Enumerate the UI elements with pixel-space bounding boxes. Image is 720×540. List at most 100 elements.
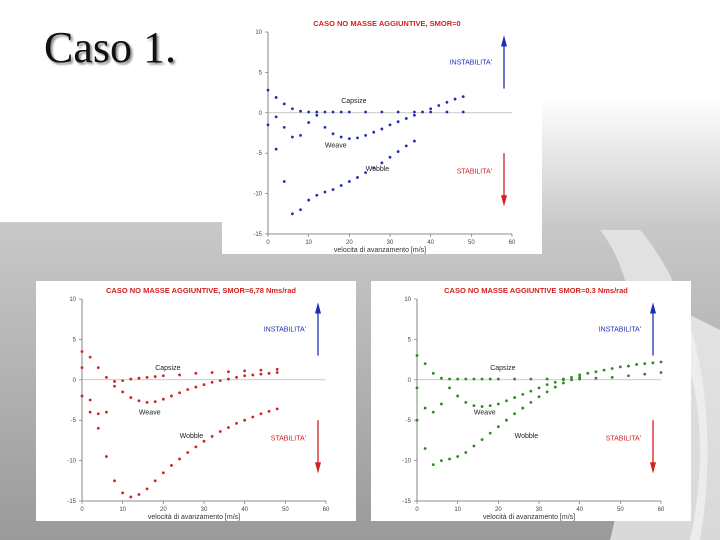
data-point-capsize bbox=[594, 376, 598, 380]
data-point-weave bbox=[488, 404, 492, 408]
label-stability: STABILITA' bbox=[271, 435, 306, 442]
data-point-weave bbox=[121, 390, 125, 394]
data-point-wobble bbox=[121, 491, 125, 495]
data-point-weave bbox=[529, 389, 533, 393]
data-point-weave bbox=[437, 104, 441, 107]
chart-panel-bottom-left: CASO NO MASSE AGGIUNTIVE, SMOR=6,78 Nms/… bbox=[36, 281, 356, 521]
data-point-capsize bbox=[396, 110, 400, 114]
data-point-wobble bbox=[266, 123, 270, 127]
data-point-capsize bbox=[121, 379, 125, 383]
y-tick-label: 0 bbox=[408, 378, 412, 384]
data-point-weave bbox=[364, 134, 367, 137]
data-point-weave bbox=[431, 410, 435, 414]
data-point-weave bbox=[643, 362, 647, 366]
data-point-capsize bbox=[445, 110, 449, 114]
data-point-wobble bbox=[267, 409, 271, 413]
data-point-weave bbox=[356, 136, 359, 140]
label-capsize: Capsize bbox=[490, 365, 515, 372]
data-point-capsize bbox=[429, 110, 433, 114]
data-point-weave bbox=[505, 399, 508, 403]
data-point-weave bbox=[323, 125, 327, 129]
data-point-capsize bbox=[259, 368, 263, 372]
label-stability: STABILITA' bbox=[457, 168, 492, 175]
data-point-weave bbox=[202, 383, 206, 387]
data-point-weave bbox=[170, 394, 173, 398]
label-stability: STABILITA' bbox=[606, 435, 641, 442]
data-point-weave bbox=[251, 373, 255, 377]
data-point-capsize bbox=[415, 354, 419, 357]
data-point-capsize bbox=[545, 377, 549, 381]
arrow-down-head-icon bbox=[315, 462, 321, 474]
data-point-wobble bbox=[259, 412, 263, 416]
data-point-weave bbox=[570, 375, 573, 379]
data-point-weave bbox=[88, 410, 92, 414]
data-point-wobble bbox=[275, 407, 279, 411]
data-point-wobble bbox=[415, 418, 419, 422]
data-point-wobble bbox=[505, 418, 508, 422]
y-tick-label: 10 bbox=[69, 297, 76, 303]
data-point-wobble bbox=[274, 147, 278, 151]
chart-smor-0-3: CASO NO MASSE AGGIUNTIVE SMOR=0.3 Nms/ra… bbox=[402, 286, 665, 521]
data-point-wobble bbox=[323, 190, 327, 194]
data-point-wobble bbox=[364, 171, 367, 174]
data-point-weave bbox=[472, 404, 476, 408]
y-tick-label: 0 bbox=[73, 378, 77, 384]
data-point-capsize bbox=[227, 370, 230, 374]
data-point-wobble bbox=[529, 401, 533, 404]
data-point-capsize bbox=[513, 377, 516, 381]
data-point-weave bbox=[445, 100, 449, 104]
data-point-wobble bbox=[113, 479, 116, 483]
data-point-capsize bbox=[331, 110, 335, 114]
data-point-capsize bbox=[464, 377, 468, 381]
label-capsize: Capsize bbox=[341, 98, 366, 105]
data-point-weave bbox=[421, 110, 424, 114]
data-point-weave bbox=[307, 121, 311, 124]
data-point-wobble bbox=[423, 447, 427, 450]
data-point-wobble bbox=[243, 418, 247, 422]
data-point-capsize bbox=[274, 96, 278, 99]
data-point-capsize bbox=[80, 350, 84, 353]
data-point-wobble bbox=[496, 425, 500, 429]
data-point-weave bbox=[299, 134, 302, 137]
data-point-capsize bbox=[194, 371, 198, 375]
data-point-capsize bbox=[266, 88, 270, 92]
data-point-capsize bbox=[105, 375, 108, 379]
arrow-up-head-icon bbox=[501, 35, 507, 47]
y-tick-label: -15 bbox=[402, 499, 411, 505]
label-wobble: Wobble bbox=[366, 166, 390, 173]
data-point-capsize bbox=[275, 367, 279, 371]
chart-title: CASO NO MASSE AGGIUNTIVE, SMOR=6,78 Nms/… bbox=[106, 286, 296, 295]
data-point-wobble bbox=[145, 487, 149, 491]
data-point-wobble bbox=[210, 434, 214, 438]
data-point-weave bbox=[440, 402, 443, 406]
data-point-wobble bbox=[372, 166, 376, 170]
data-point-capsize bbox=[423, 362, 427, 366]
label-wobble: Wobble bbox=[180, 433, 204, 440]
data-point-capsize bbox=[137, 376, 141, 380]
x-tick-label: 20 bbox=[495, 507, 502, 513]
label-wobble: Wobble bbox=[515, 433, 539, 440]
data-point-capsize bbox=[282, 102, 286, 106]
data-point-capsize bbox=[210, 371, 214, 374]
slide-title: Caso 1. bbox=[44, 23, 176, 72]
data-point-weave bbox=[464, 401, 468, 404]
x-axis-label: velocità di avanzamento [m/s] bbox=[148, 514, 240, 521]
label-weave: Weave bbox=[139, 410, 161, 417]
data-point-wobble bbox=[194, 445, 198, 449]
data-point-weave bbox=[282, 125, 286, 129]
data-point-weave bbox=[145, 401, 149, 404]
data-point-weave bbox=[578, 373, 582, 377]
data-point-wobble bbox=[431, 463, 435, 467]
data-point-wobble bbox=[456, 455, 460, 458]
data-point-wobble bbox=[218, 430, 222, 433]
data-point-weave bbox=[423, 406, 427, 410]
data-point-capsize bbox=[610, 375, 614, 379]
data-point-capsize bbox=[413, 110, 416, 114]
data-point-weave bbox=[218, 379, 222, 383]
data-point-wobble bbox=[282, 180, 286, 183]
x-tick-label: 0 bbox=[415, 507, 419, 513]
data-point-weave bbox=[331, 132, 335, 136]
data-point-weave bbox=[194, 385, 198, 389]
data-point-weave bbox=[259, 372, 263, 376]
x-tick-label: 60 bbox=[323, 507, 330, 513]
